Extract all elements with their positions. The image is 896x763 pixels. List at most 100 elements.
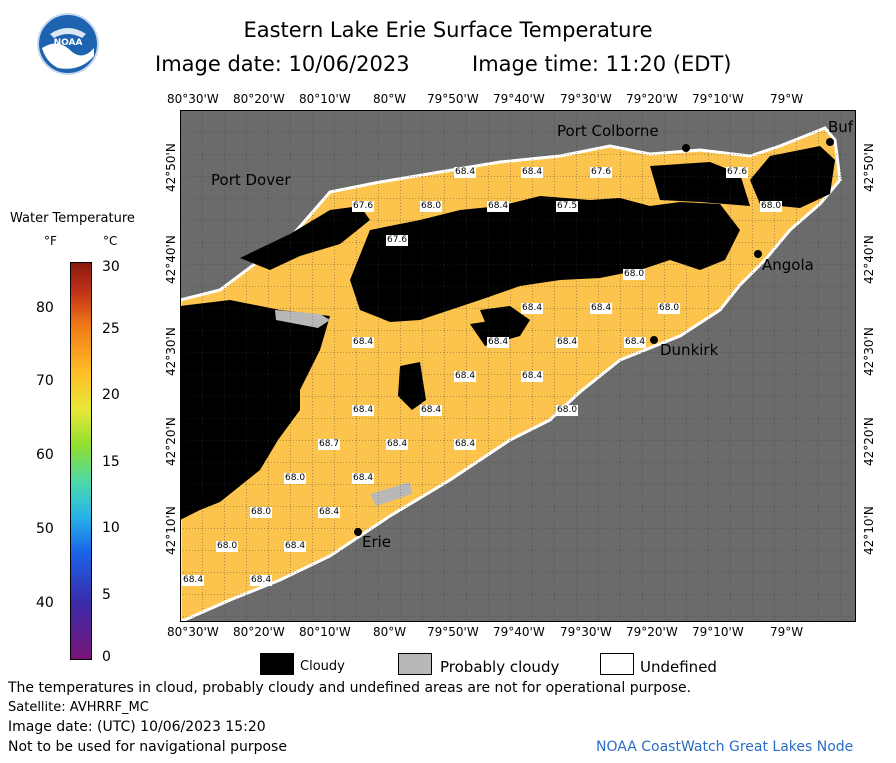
temperature-label: 68.4: [352, 473, 375, 484]
colorbar-f-tick: 40: [36, 595, 54, 611]
colorbar-c-tick: 0: [102, 649, 111, 665]
lon-tick: 79°10'W: [692, 625, 744, 639]
legend-cloudy-label: Cloudy: [300, 659, 345, 674]
image-date: Image date: 10/06/2023: [155, 52, 410, 76]
temperature-label: 68.0: [760, 201, 783, 212]
legend-probably-cloudy-label: Probably cloudy: [440, 658, 560, 676]
colorbar-c-tick: 25: [102, 321, 120, 337]
temperature-label: 67.6: [386, 235, 409, 246]
colorbar: [70, 262, 92, 660]
temperature-label: 68.4: [284, 541, 307, 552]
temperature-label: 68.0: [250, 507, 273, 518]
temperature-label: 68.4: [318, 507, 341, 518]
legend-probably-cloudy-swatch: [398, 653, 432, 675]
disclaimer-text: The temperatures in cloud, probably clou…: [8, 680, 692, 696]
temperature-label: 68.4: [352, 405, 375, 416]
legend-undefined-label: Undefined: [640, 658, 717, 676]
satellite-text: Satellite: AVHRRF_MC: [8, 700, 149, 715]
lat-tick: 42°30'N: [164, 327, 178, 376]
map-title: Eastern Lake Erie Surface Temperature: [243, 18, 653, 42]
noaa-logo: NOAA: [37, 13, 99, 75]
lon-tick: 79°W: [770, 92, 804, 106]
legend-undefined-swatch: [600, 653, 634, 675]
colorbar-c-tick: 15: [102, 454, 120, 470]
lon-tick: 79°20'W: [626, 92, 678, 106]
colorbar-c-tick: 5: [102, 587, 111, 603]
navigation-warning: Not to be used for navigational purpose: [8, 739, 287, 755]
lon-tick: 80°30'W: [167, 92, 219, 106]
city-label: Erie: [362, 533, 392, 551]
lon-tick: 79°20'W: [626, 625, 678, 639]
utc-date-text: Image date: (UTC) 10/06/2023 15:20: [8, 719, 266, 735]
temperature-label: 67.6: [590, 167, 613, 178]
lon-tick: 80°30'W: [167, 625, 219, 639]
lon-tick: 79°40'W: [493, 92, 545, 106]
lon-tick: 79°30'W: [560, 625, 612, 639]
temperature-label: 68.4: [590, 303, 613, 314]
map-border: [180, 110, 856, 622]
temperature-label: 68.4: [556, 337, 579, 348]
map-grid: [180, 110, 856, 622]
temperature-label: 68.4: [521, 303, 544, 314]
temperature-label: 67.6: [726, 167, 749, 178]
colorbar-f-tick: 80: [36, 300, 54, 316]
temperature-label: 68.4: [454, 439, 477, 450]
lat-tick: 42°20'N: [164, 417, 178, 466]
temperature-label: 68.0: [420, 201, 443, 212]
temperature-label: 68.4: [182, 575, 205, 586]
temperature-label: 67.5: [556, 201, 579, 212]
colorbar-f-tick: 50: [36, 521, 54, 537]
temperature-label: 68.0: [284, 473, 307, 484]
lon-tick: 79°50'W: [427, 92, 479, 106]
lon-tick: 79°10'W: [692, 92, 744, 106]
image-time: Image time: 11:20 (EDT): [472, 52, 732, 76]
temperature-label: 68.4: [487, 201, 510, 212]
lon-tick: 79°W: [770, 625, 804, 639]
credit-text: NOAA CoastWatch Great Lakes Node: [596, 739, 854, 755]
temperature-label: 68.4: [352, 337, 375, 348]
city-label: Port Colborne: [557, 122, 659, 140]
lon-tick: 80°10'W: [299, 92, 351, 106]
temperature-label: 68.0: [623, 269, 646, 280]
svg-text:NOAA: NOAA: [54, 38, 83, 48]
temperature-label: 68.4: [521, 167, 544, 178]
colorbar-unit-c: °C: [103, 234, 118, 248]
lat-tick: 42°20'N: [862, 417, 876, 466]
temperature-label: 68.4: [420, 405, 443, 416]
lon-tick: 80°W: [373, 92, 407, 106]
legend-cloudy-swatch: [260, 653, 294, 675]
lon-tick: 79°50'W: [427, 625, 479, 639]
lat-tick: 42°30'N: [862, 327, 876, 376]
colorbar-c-tick: 10: [102, 520, 120, 536]
city-label: Angola: [762, 256, 814, 274]
temperature-label: 68.4: [250, 575, 273, 586]
temperature-label: 67.6: [352, 201, 375, 212]
lat-tick: 42°10'N: [862, 506, 876, 555]
temperature-label: 68.4: [454, 167, 477, 178]
lat-tick: 42°10'N: [164, 506, 178, 555]
lat-tick: 42°40'N: [164, 235, 178, 284]
temperature-label: 68.4: [487, 337, 510, 348]
lon-tick: 80°20'W: [233, 625, 285, 639]
city-label: Port Dover: [211, 171, 291, 189]
lon-tick: 80°10'W: [299, 625, 351, 639]
temperature-label: 68.0: [216, 541, 239, 552]
temperature-label: 68.0: [556, 405, 579, 416]
colorbar-f-tick: 70: [36, 373, 54, 389]
temperature-label: 68.0: [658, 303, 681, 314]
city-label: Dunkirk: [660, 341, 719, 359]
colorbar-f-tick: 60: [36, 447, 54, 463]
lat-tick: 42°40'N: [862, 235, 876, 284]
temperature-map: [180, 110, 856, 622]
lon-tick: 80°20'W: [233, 92, 285, 106]
temperature-label: 68.4: [454, 371, 477, 382]
lon-tick: 79°30'W: [560, 92, 612, 106]
temperature-label: 68.4: [521, 371, 544, 382]
temperature-label: 68.4: [624, 337, 647, 348]
colorbar-title: Water Temperature: [10, 211, 135, 226]
temperature-label: 68.4: [386, 439, 409, 450]
colorbar-c-tick: 30: [102, 259, 120, 275]
lat-tick: 42°50'N: [164, 143, 178, 192]
lon-tick: 79°40'W: [493, 625, 545, 639]
city-markers: [354, 138, 834, 536]
